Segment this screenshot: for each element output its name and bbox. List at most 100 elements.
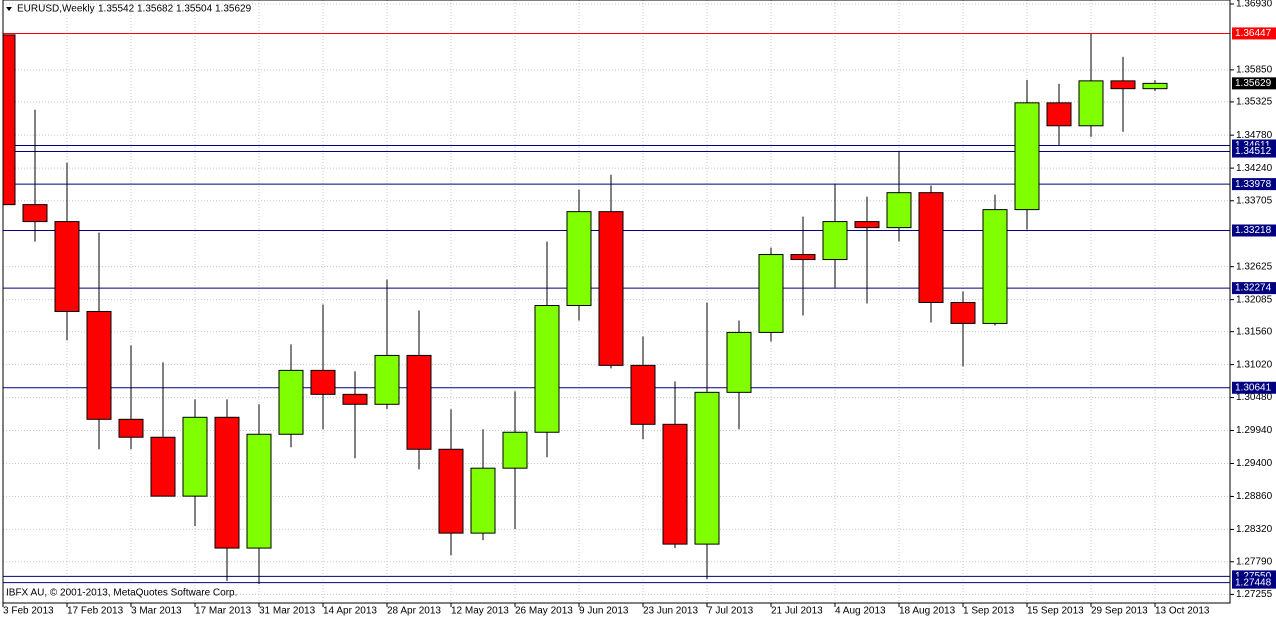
grid-layer <box>3 0 1230 603</box>
candle-body <box>950 302 976 324</box>
candle-body <box>342 393 368 405</box>
candle-body <box>374 354 400 405</box>
level-label: 1.36447 <box>1235 28 1272 39</box>
x-tick-label: 1 Sep 2013 <box>963 606 1015 617</box>
y-tick-label: 1.31020 <box>1236 359 1273 370</box>
candle-body <box>630 364 656 425</box>
candle-body <box>406 354 432 450</box>
x-tick-label: 4 Aug 2013 <box>835 606 886 617</box>
candle-body <box>694 391 720 545</box>
x-tick-label: 14 Apr 2013 <box>323 606 377 617</box>
y-tick-label: 1.27790 <box>1236 556 1273 567</box>
level-label: 1.27448 <box>1235 577 1272 588</box>
candle-body <box>662 423 688 545</box>
candle-body <box>438 448 464 534</box>
candle-body <box>118 418 144 438</box>
candle-body <box>918 192 944 304</box>
candle-body <box>854 221 880 229</box>
candle-body <box>182 416 208 497</box>
candle-body <box>822 221 848 261</box>
bid-label: 1.35629 <box>1235 78 1272 89</box>
y-tick-label: 1.32085 <box>1236 294 1273 305</box>
candle-body <box>278 369 304 435</box>
level-label: 1.32274 <box>1235 283 1272 294</box>
level-label-box <box>1232 178 1276 191</box>
level-label-box <box>1232 145 1276 158</box>
x-tick-label: 15 Sep 2013 <box>1027 606 1084 617</box>
level-label-box <box>1232 27 1276 40</box>
x-tick-label: 18 Aug 2013 <box>899 606 956 617</box>
candle-body <box>22 204 48 223</box>
candle-body <box>982 209 1008 324</box>
candle-body <box>1110 80 1136 90</box>
y-tick-label: 1.35850 <box>1236 65 1273 76</box>
candle-body <box>1142 82 1168 90</box>
header-value: 1.35504 <box>176 4 213 15</box>
y-tick-label: 1.31560 <box>1236 326 1273 337</box>
x-tick-label: 21 Jul 2013 <box>771 606 823 617</box>
y-tick-label: 1.36930 <box>1236 0 1273 10</box>
x-tick-label: 31 Mar 2013 <box>259 606 316 617</box>
candle-body <box>214 416 240 549</box>
candle-body <box>1014 102 1040 211</box>
candle-body <box>310 369 336 395</box>
y-tick-label: 1.35325 <box>1236 97 1273 108</box>
x-tick-label: 28 Apr 2013 <box>387 606 441 617</box>
candle-body <box>598 211 624 366</box>
y-tick-label: 1.32625 <box>1236 261 1273 272</box>
text-layer: EURUSD,Weekly IBFX AU, © 2001-2013, Meta… <box>3 0 1276 617</box>
candle-body <box>1046 102 1072 127</box>
level-label-box <box>1232 282 1276 295</box>
header-value: 1.35629 <box>215 4 252 15</box>
y-tick-label: 1.30480 <box>1236 392 1273 403</box>
candle-body <box>54 221 80 312</box>
candle-body <box>758 254 784 333</box>
header-value: 1.35682 <box>137 4 174 15</box>
level-label: 1.27550 <box>1235 571 1272 582</box>
level-label-box <box>1232 224 1276 237</box>
x-tick-label: 23 Jun 2013 <box>643 606 698 617</box>
menu-icon <box>6 7 12 11</box>
y-tick-label: 1.34780 <box>1236 130 1273 141</box>
x-tick-label: 12 May 2013 <box>451 606 509 617</box>
y-tick-label: 1.28320 <box>1236 524 1273 535</box>
candle-body <box>470 467 496 534</box>
y-tick-label: 1.27255 <box>1236 589 1273 600</box>
candle-body <box>3 34 16 206</box>
candle-body <box>1078 80 1104 127</box>
x-tick-label: 3 Feb 2013 <box>3 606 54 617</box>
chart-title: EURUSD,Weekly <box>17 4 95 15</box>
x-tick-label: 9 Jun 2013 <box>579 606 629 617</box>
candle-body <box>246 433 272 549</box>
y-tick-label: 1.34240 <box>1236 163 1273 174</box>
level-label: 1.30641 <box>1235 382 1272 393</box>
bid-label-box <box>1232 77 1276 90</box>
axis-layer <box>2 0 1234 607</box>
level-label-box <box>1232 576 1276 589</box>
x-tick-label: 17 Mar 2013 <box>195 606 252 617</box>
y-tick-label: 1.29400 <box>1236 458 1273 469</box>
x-tick-label: 29 Sep 2013 <box>1091 606 1148 617</box>
level-label: 1.33978 <box>1235 179 1272 190</box>
y-tick-label: 1.29940 <box>1236 425 1273 436</box>
plot-frame <box>2 0 1231 604</box>
y-tick-label: 1.33705 <box>1236 195 1273 206</box>
y-tick-label: 1.28860 <box>1236 491 1273 502</box>
x-tick-label: 13 Oct 2013 <box>1155 606 1210 617</box>
x-tick-label: 7 Jul 2013 <box>707 606 754 617</box>
candle-body <box>150 436 176 497</box>
level-label-box <box>1232 381 1276 394</box>
candle-body <box>566 211 592 306</box>
candle-body <box>886 192 912 229</box>
x-tick-label: 17 Feb 2013 <box>67 606 124 617</box>
header-value: 1.35542 <box>98 4 135 15</box>
level-label: 1.34512 <box>1235 146 1272 157</box>
candle-body <box>726 331 752 393</box>
x-tick-label: 26 May 2013 <box>515 606 573 617</box>
candle-layer <box>3 33 1168 585</box>
candle-body <box>790 254 816 261</box>
candle-body <box>86 310 112 420</box>
x-tick-label: 3 Mar 2013 <box>131 606 182 617</box>
candle-body <box>534 304 560 433</box>
